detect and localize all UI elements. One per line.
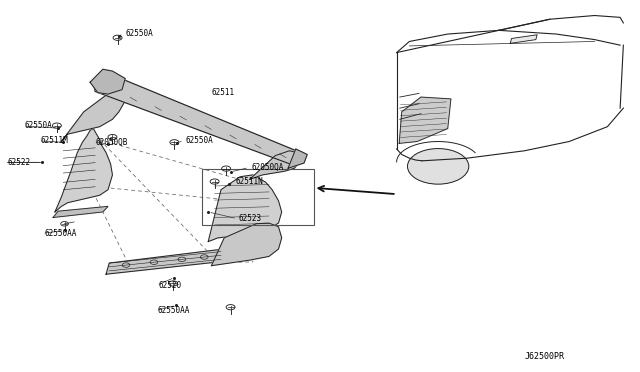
- Polygon shape: [53, 206, 108, 218]
- Circle shape: [408, 148, 468, 184]
- Text: 62511N: 62511N: [236, 177, 264, 186]
- Text: 62550A: 62550A: [186, 136, 214, 145]
- Text: 62050QB: 62050QB: [95, 138, 127, 147]
- Text: 62550AA: 62550AA: [44, 229, 77, 238]
- Text: 62522: 62522: [7, 158, 30, 167]
- Text: 62511: 62511: [211, 88, 235, 97]
- Polygon shape: [208, 175, 282, 241]
- Text: 62523: 62523: [239, 214, 262, 223]
- Polygon shape: [211, 223, 282, 266]
- Polygon shape: [90, 69, 125, 94]
- Polygon shape: [106, 250, 230, 274]
- Text: 62550A: 62550A: [125, 29, 153, 38]
- Bar: [202, 169, 314, 225]
- Polygon shape: [399, 97, 451, 143]
- Text: 62520: 62520: [159, 281, 182, 290]
- Polygon shape: [55, 129, 113, 212]
- Text: 62511M: 62511M: [40, 136, 68, 145]
- Text: 62550A: 62550A: [25, 122, 52, 131]
- Text: 62550AA: 62550AA: [158, 306, 190, 315]
- Polygon shape: [288, 149, 307, 168]
- Polygon shape: [250, 151, 300, 179]
- Text: 62050QA: 62050QA: [251, 163, 284, 172]
- Polygon shape: [510, 35, 537, 43]
- Text: J62500PR: J62500PR: [524, 352, 564, 361]
- Polygon shape: [61, 90, 125, 141]
- Polygon shape: [93, 71, 301, 166]
